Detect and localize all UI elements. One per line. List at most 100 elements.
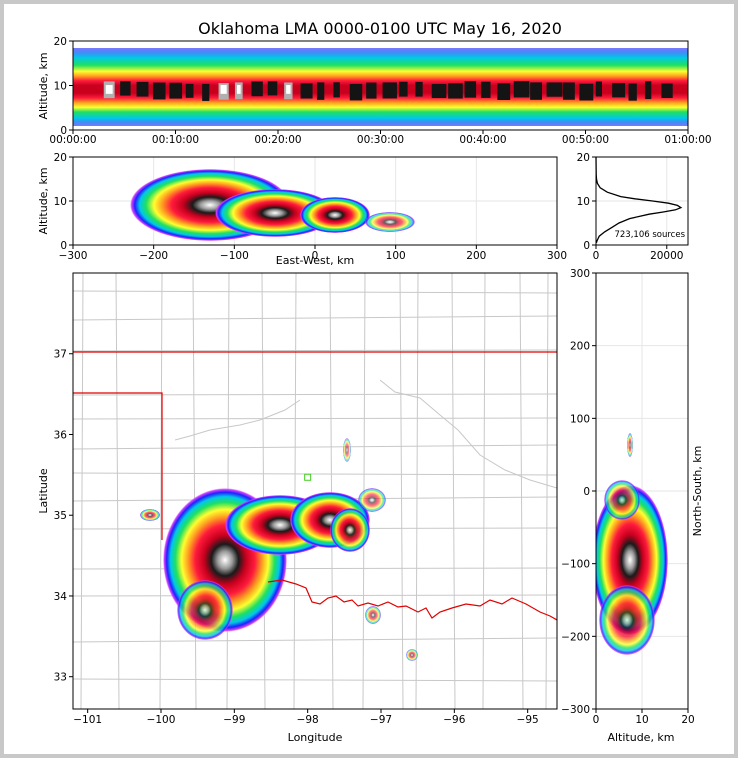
time-height-core	[546, 82, 563, 97]
north-south-xlabel: Altitude, km	[607, 731, 674, 744]
plan-view-xtick-label: −98	[297, 714, 319, 726]
source-count-annotation: 723,106 sources	[614, 230, 685, 240]
north-south-ytick-label: 0	[583, 486, 590, 498]
county-line	[451, 273, 456, 709]
plan-view-xtick-label: −96	[443, 714, 465, 726]
north-south-ytick-label: 200	[570, 341, 590, 353]
east-west-ytick-label: 10	[54, 196, 67, 208]
time-height-core	[300, 83, 313, 99]
east-west-xlabel: East-West, km	[276, 254, 354, 267]
county-line	[73, 444, 557, 450]
county-line	[73, 349, 557, 352]
time-height-ytick-label: 0	[60, 125, 67, 137]
time-height-core	[415, 81, 423, 97]
county-line	[415, 273, 419, 709]
time-height-core	[185, 83, 194, 98]
east-west-xtick-label: 300	[547, 250, 567, 262]
time-height-core	[267, 81, 278, 96]
north-south-xtick-label: 10	[635, 714, 648, 726]
time-height-core	[480, 81, 491, 98]
north-south-panel: 0 10 20 −300 −200 −100 0 100 200 300 Altitude, k…	[561, 268, 704, 744]
county-line	[519, 273, 524, 709]
time-height-core	[202, 83, 210, 101]
county-line	[73, 567, 557, 570]
plan-view-ytick-label: 36	[54, 429, 68, 441]
north-south-ytick-label: 100	[570, 413, 590, 425]
figure-title: Oklahoma LMA 0000-0100 UTC May 16, 2020	[198, 19, 562, 38]
county-line	[73, 637, 557, 643]
time-height-ylabel: Altitude, km	[37, 52, 50, 119]
county-line	[80, 273, 84, 709]
time-height-core	[595, 81, 602, 97]
plan-view-xtick-label: −101	[73, 714, 102, 726]
north-south-xtick-label: 20	[681, 714, 694, 726]
time-height-core	[136, 81, 149, 97]
station-marker	[304, 473, 312, 481]
county-line	[261, 273, 266, 709]
time-height-core	[497, 83, 511, 100]
plan-view-xtick-label: −100	[147, 714, 176, 726]
east-west-xtick-label: −300	[59, 250, 88, 262]
county-line	[482, 273, 486, 709]
histogram-ytick-label: 20	[577, 152, 590, 164]
time-height-core	[513, 81, 530, 98]
time-height-ytick-label: 10	[54, 81, 67, 93]
histogram-xtick-label: 20000	[650, 250, 683, 262]
time-height-core-bright	[236, 85, 241, 94]
north-south-ytick-label: −100	[561, 559, 590, 571]
plan-view-xlabel: Longitude	[288, 731, 343, 744]
time-height-core	[120, 81, 131, 96]
time-height-core-bright	[105, 85, 113, 94]
county-line	[545, 273, 549, 709]
time-height-core	[398, 81, 408, 97]
time-height-core	[530, 82, 543, 100]
time-height-core-bright	[220, 85, 227, 94]
time-height-core	[448, 83, 463, 99]
time-height-core	[644, 81, 652, 100]
time-height-core	[333, 82, 340, 98]
north-south-ytick-label: −300	[561, 704, 590, 716]
east-west-panel: −300 −200 −100 0 100 200 300 0 10 20 East-West, …	[37, 152, 567, 267]
altitude-histogram-panel: 0 20000 0 10 20 723,106 sources	[577, 152, 689, 262]
north-south-xtick-label: 0	[593, 714, 600, 726]
altitude-histogram-line	[595, 156, 683, 243]
time-height-core	[152, 82, 166, 100]
time-height-core	[579, 83, 594, 101]
plan-view-ytick-label: 34	[54, 591, 68, 603]
time-height-xtick-label: 00:10:00	[152, 134, 199, 146]
time-height-core	[628, 83, 637, 101]
county-line	[293, 273, 297, 709]
time-height-xtick-label: 00:20:00	[254, 134, 301, 146]
east-west-ylabel: Altitude, km	[37, 167, 50, 234]
east-west-xtick-label: 100	[386, 250, 406, 262]
plan-view-xtick-label: −99	[223, 714, 245, 726]
county-line	[73, 290, 557, 294]
time-height-core	[349, 83, 363, 101]
time-height-xtick-label: 00:50:00	[562, 134, 609, 146]
texas-panhandle-border	[73, 392, 163, 540]
histogram-ytick-label: 0	[583, 240, 590, 252]
time-height-xtick-label: 00:30:00	[357, 134, 404, 146]
county-line	[73, 393, 557, 396]
time-height-xtick-label: 01:00:00	[664, 134, 711, 146]
plan-view-ylabel: Latitude	[37, 468, 50, 514]
county-line	[73, 594, 557, 597]
time-height-core	[612, 83, 626, 98]
red-river-border	[267, 579, 557, 621]
time-height-core	[431, 83, 447, 99]
plan-view-ytick-label: 35	[54, 510, 67, 522]
county-line	[73, 315, 557, 321]
county-line	[399, 273, 404, 709]
time-height-xtick-label: 00:40:00	[459, 134, 506, 146]
time-height-core	[562, 82, 575, 100]
plan-view-xtick-label: −95	[517, 714, 539, 726]
plan-view-ytick-label: 37	[54, 349, 67, 361]
east-west-xtick-label: −100	[220, 250, 249, 262]
time-height-core	[661, 83, 673, 98]
time-height-core	[464, 81, 477, 98]
county-line	[73, 678, 557, 682]
time-height-core	[382, 82, 397, 99]
time-height-core	[316, 82, 325, 100]
time-height-core	[169, 82, 183, 99]
